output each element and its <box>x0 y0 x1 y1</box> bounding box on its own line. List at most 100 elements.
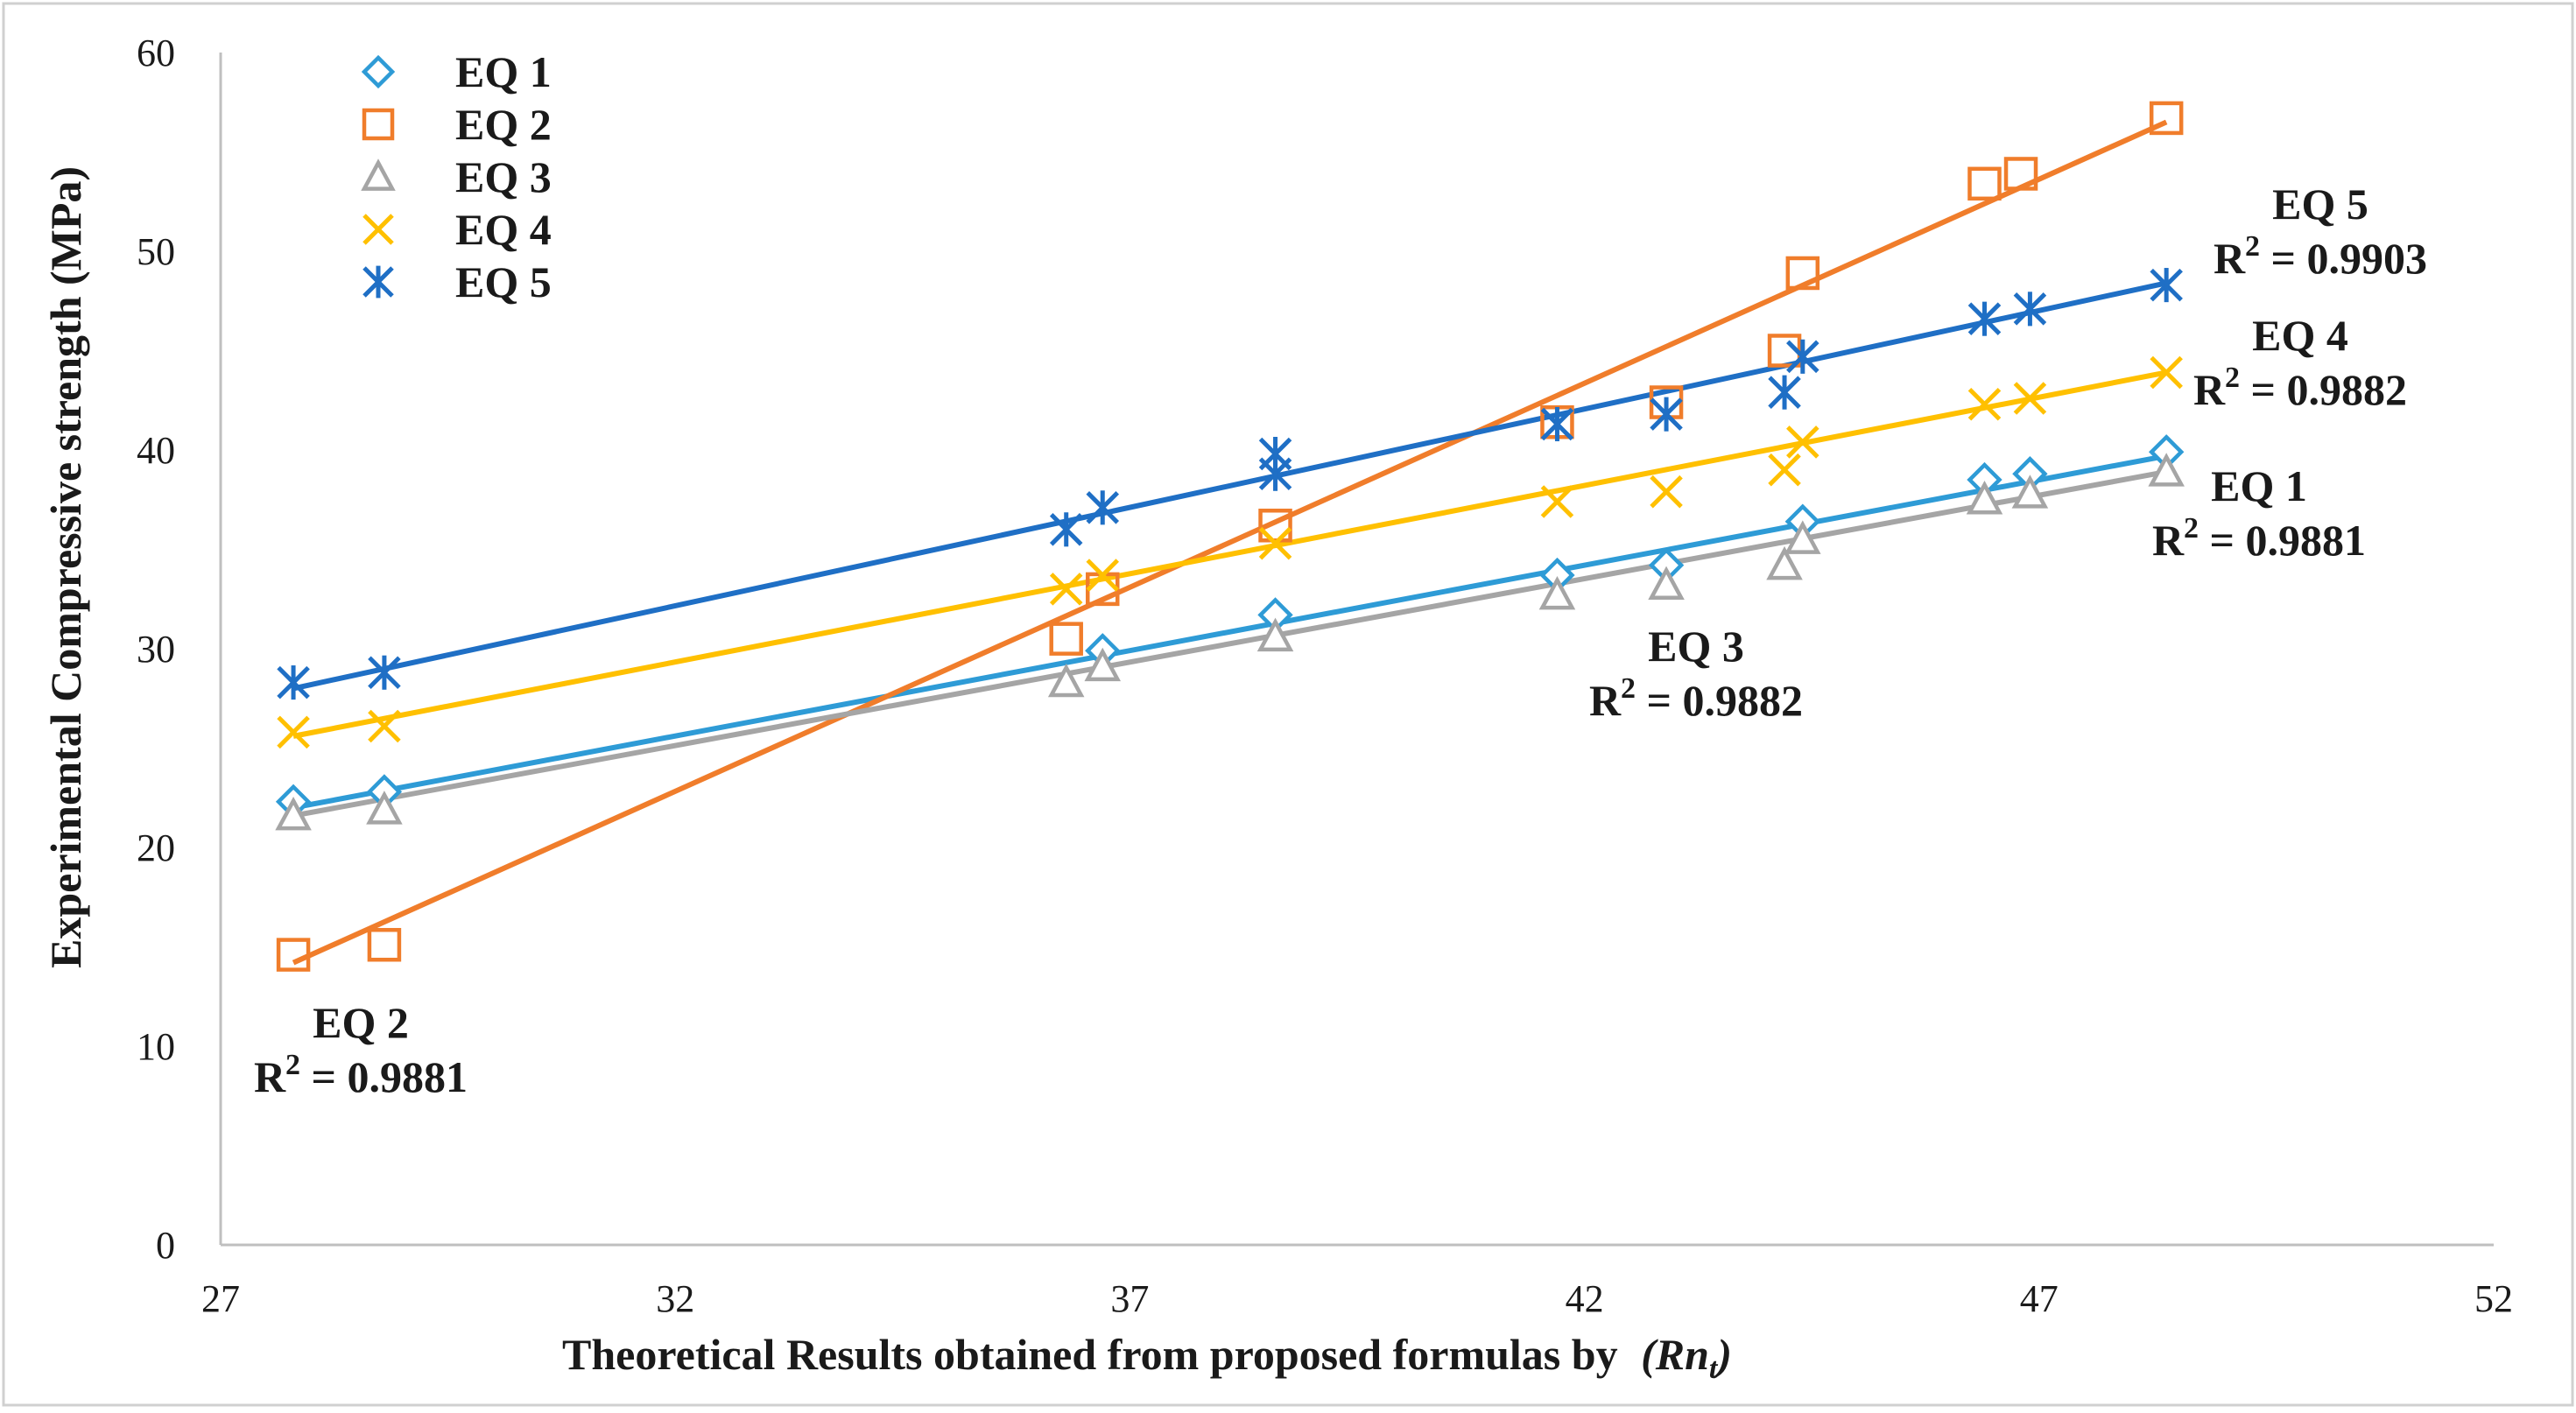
y-tick-label: 40 <box>137 429 175 472</box>
y-tick-label: 10 <box>137 1025 175 1068</box>
x-axis-title-symbol-close: ) <box>1714 1330 1732 1379</box>
marker-shape <box>1784 520 1821 554</box>
x-axis-title-symbol: (Rn <box>1641 1330 1709 1379</box>
marker-stroke <box>1049 573 1083 606</box>
data-point-eq-5 <box>1768 375 1801 410</box>
data-point-eq-3 <box>275 796 312 831</box>
marker-shape <box>2011 475 2049 509</box>
r2-symbol: R <box>254 1052 286 1101</box>
data-point-eq-2 <box>276 938 311 972</box>
r2-symbol: R <box>2214 234 2246 283</box>
y-tick-label: 20 <box>137 826 175 869</box>
data-point-eq-5 <box>1540 406 1574 442</box>
data-point-eq-5 <box>1086 490 1120 525</box>
x-tick-label: 32 <box>656 1277 694 1320</box>
annotation-r2: R2 = 0.9881 <box>2152 512 2366 565</box>
y-tick-label: 0 <box>156 1224 175 1267</box>
x-tick-label: 52 <box>2474 1277 2513 1320</box>
marker-stroke <box>277 715 310 749</box>
annotation-eq-4: EQ 4R2 = 0.9882 <box>2193 311 2407 414</box>
marker-stroke <box>2013 382 2047 415</box>
data-point-eq-4 <box>1049 573 1083 606</box>
data-point-eq-3 <box>366 791 403 825</box>
r2-symbol: R <box>2193 365 2226 414</box>
r2-symbol: R <box>2152 516 2185 565</box>
marker-shape <box>276 938 311 972</box>
marker-stroke <box>1650 475 1683 509</box>
marker-shape <box>1766 545 1803 580</box>
x-axis-title: Theoretical Results obtained from propos… <box>562 1330 1732 1385</box>
legend-label: EQ 1 <box>455 47 552 96</box>
x-tick-label: 42 <box>1566 1277 1604 1320</box>
data-point-eq-2 <box>1049 622 1083 656</box>
y-tick-label: 30 <box>137 628 175 671</box>
x-axis-title-symbol-sub: t <box>1709 1353 1719 1385</box>
data-point-eq-4 <box>368 709 401 743</box>
marker-shape <box>361 158 396 191</box>
trendline-eq-5 <box>292 280 2167 692</box>
annotation-r2: R2 = 0.9882 <box>2193 362 2407 414</box>
legend-marker <box>361 54 396 89</box>
data-point-eq-2 <box>367 927 402 962</box>
legend-marker <box>361 158 396 191</box>
legend-marker <box>362 108 395 141</box>
marker-shape <box>1049 622 1083 656</box>
annotation-eq-3: EQ 3R2 = 0.9882 <box>1589 622 1803 725</box>
r2-superscript: 2 <box>2245 230 2260 263</box>
annotation-eq-5: EQ 5R2 = 0.9903 <box>2214 179 2427 283</box>
y-tick-label: 50 <box>137 230 175 273</box>
marker-stroke <box>1967 388 2002 421</box>
data-point-eq-4 <box>1086 559 1120 592</box>
annotation-eq-2: EQ 2R2 = 0.9881 <box>254 998 468 1101</box>
marker-shape <box>1967 166 2002 201</box>
marker-stroke <box>1540 485 1574 518</box>
r2-symbol: R <box>1589 676 1622 725</box>
annotation-r2: R2 = 0.9903 <box>2214 230 2427 283</box>
data-point-eq-3 <box>2011 475 2049 509</box>
data-point-eq-5 <box>368 655 401 690</box>
marker-shape <box>2149 101 2184 136</box>
marker-stroke <box>1786 425 1819 459</box>
marker-shape <box>367 927 402 962</box>
annotation-label: EQ 2 <box>313 998 409 1047</box>
legend-marker <box>362 214 394 245</box>
marker-shape <box>1785 256 1820 291</box>
data-point-eq-4 <box>1786 425 1819 459</box>
legend-label: EQ 4 <box>455 205 552 254</box>
marker-stroke <box>368 709 401 743</box>
legend-label: EQ 2 <box>455 100 552 149</box>
marker-stroke <box>362 214 394 245</box>
x-tick-label: 47 <box>2020 1277 2059 1320</box>
data-point-eq-4 <box>1540 485 1574 518</box>
marker-shape <box>362 108 395 141</box>
annotation-label: EQ 5 <box>2272 179 2368 228</box>
data-point-eq-2 <box>2003 157 2038 191</box>
trendline-eq-4 <box>292 369 2167 739</box>
data-point-eq-5 <box>277 665 310 700</box>
r2-value: = 0.9882 <box>2240 365 2407 414</box>
legend-item-eq-4: EQ 4 <box>362 205 552 254</box>
r2-value: = 0.9881 <box>2199 516 2366 565</box>
legend: EQ 1EQ 2EQ 3EQ 4EQ 5 <box>361 47 552 306</box>
marker-shape <box>366 791 403 825</box>
data-point-eq-3 <box>1538 575 1576 610</box>
data-point-eq-3 <box>1084 647 1122 682</box>
annotation-label: EQ 3 <box>1648 622 1744 671</box>
data-point-eq-5 <box>1650 397 1683 432</box>
r2-superscript: 2 <box>1621 672 1636 705</box>
x-axis-title-text: Theoretical Results obtained from propos… <box>562 1330 1618 1379</box>
marker-shape <box>1538 575 1576 610</box>
marker-stroke <box>2150 355 2183 390</box>
r2-value: = 0.9903 <box>2260 234 2427 283</box>
annotation-label: EQ 1 <box>2211 461 2307 510</box>
legend-item-eq-5: EQ 5 <box>362 257 552 306</box>
data-point-eq-4 <box>2013 382 2047 415</box>
marker-stroke <box>1258 526 1292 560</box>
data-point-eq-3 <box>2148 453 2185 487</box>
legend-label: EQ 3 <box>455 152 552 201</box>
legend-marker <box>362 265 394 299</box>
data-point-eq-4 <box>1258 526 1292 560</box>
